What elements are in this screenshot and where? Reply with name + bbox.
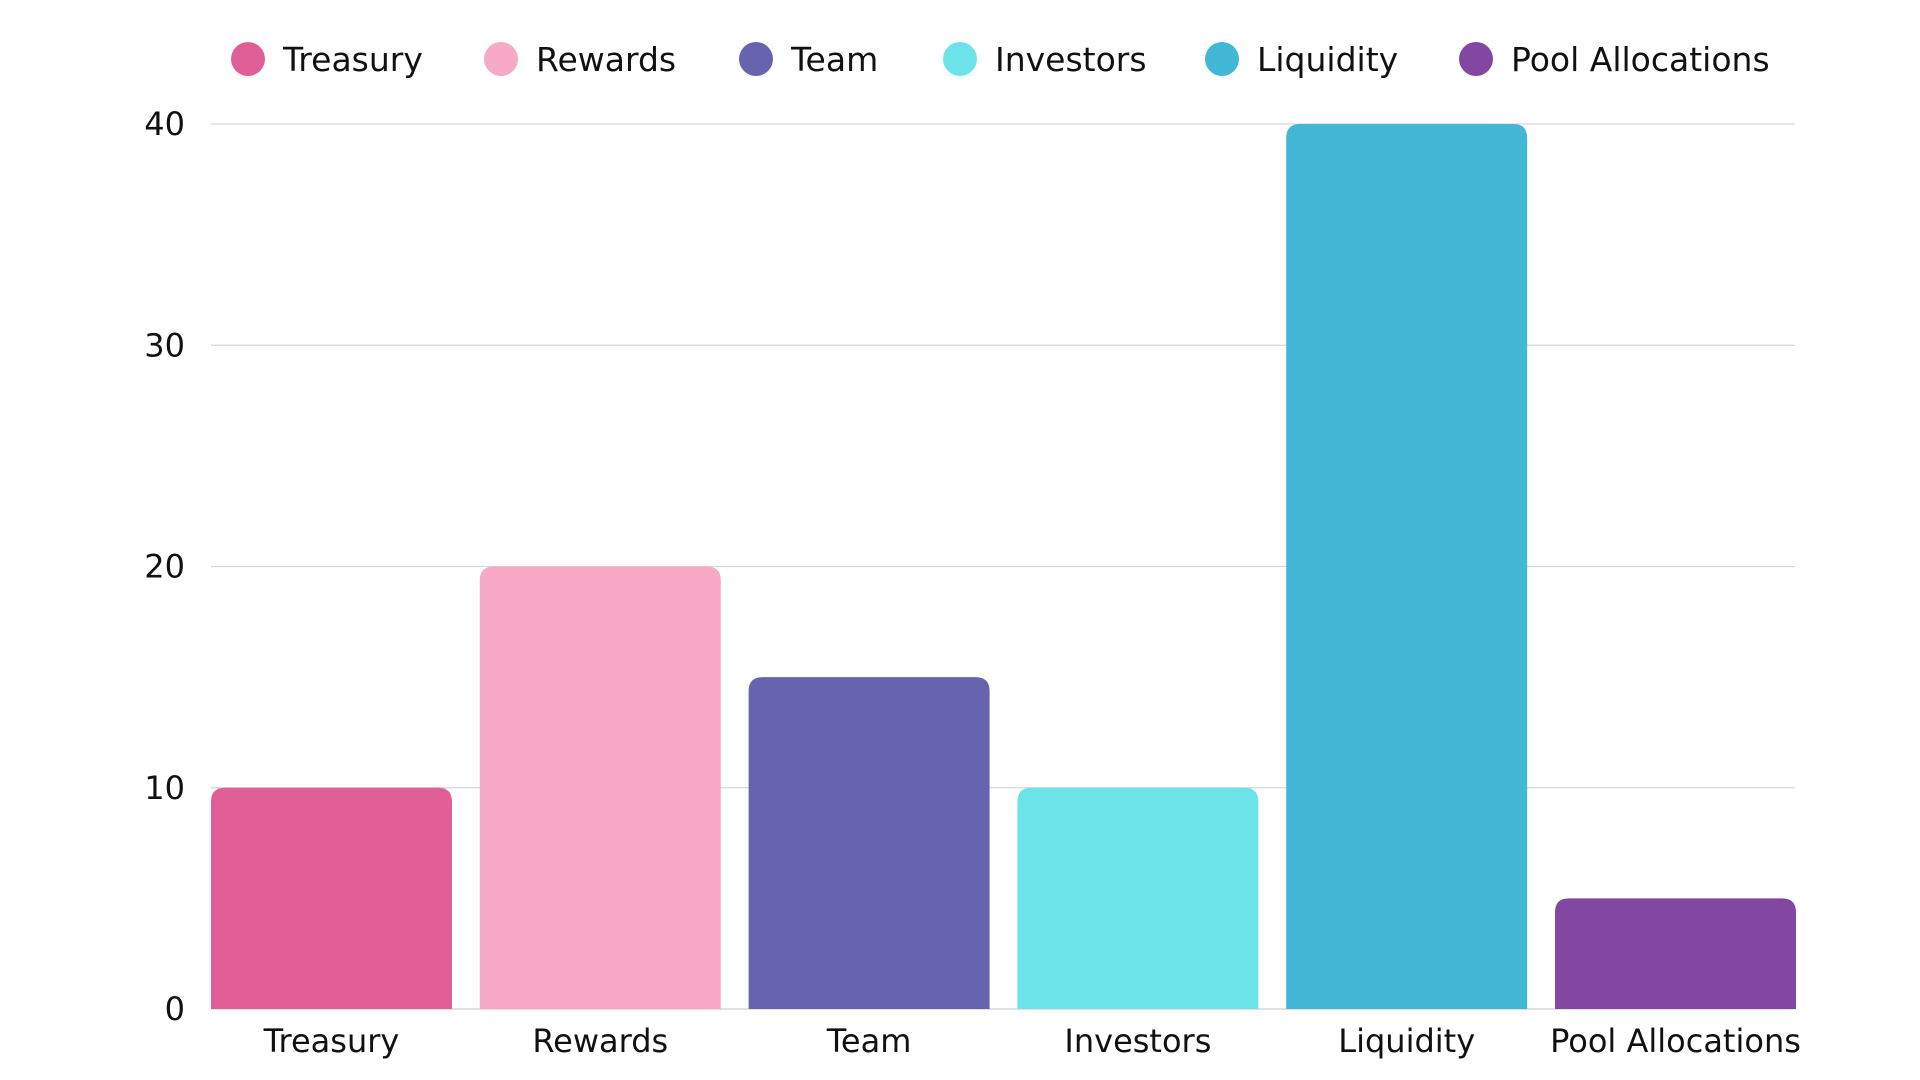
x-axis-labels: Treasury Rewards Team Investors Liquidity Poo… (263, 1022, 1801, 1060)
y-tick-label: 40 (144, 105, 185, 143)
x-tick-label: Liquidity (1338, 1022, 1475, 1060)
x-tick-label: Rewards (532, 1022, 668, 1060)
y-tick-label: 20 (144, 548, 185, 586)
x-tick-label: Team (826, 1022, 912, 1060)
legend-swatch (484, 42, 518, 76)
legend-entry: Treasury (282, 40, 423, 79)
legend-entry: Rewards (536, 40, 676, 79)
grid-layer (211, 123, 1795, 1010)
bars-layer (211, 124, 1796, 1009)
bar-liquidity (1286, 124, 1528, 1009)
bar-pool-allocations (1555, 898, 1796, 1009)
y-tick-label: 10 (144, 769, 185, 807)
x-tick-label: Treasury (263, 1022, 400, 1060)
legend-swatch (1205, 42, 1239, 76)
legend-swatch (943, 42, 977, 76)
bar-rewards (479, 566, 721, 1009)
y-tick-label: 0 (165, 990, 185, 1028)
x-tick-label: Pool Allocations (1550, 1022, 1801, 1060)
legend-swatch (1459, 42, 1493, 76)
legend-entry: Investors (995, 40, 1147, 79)
y-tick-label: 30 (144, 326, 185, 364)
legend: Treasury Rewards Team Investors Liquidity Poo… (231, 40, 1770, 79)
bar-investors (1017, 787, 1259, 1009)
legend-swatch (739, 42, 773, 76)
legend-entry: Pool Allocations (1511, 40, 1770, 79)
bar-treasury (211, 787, 452, 1009)
legend-entry: Team (790, 40, 878, 79)
legend-swatch (231, 42, 265, 76)
y-axis-ticks: 0 10 20 30 40 (144, 105, 185, 1028)
bar-team (748, 677, 990, 1009)
legend-entry: Liquidity (1257, 40, 1398, 79)
x-tick-label: Investors (1064, 1022, 1211, 1060)
